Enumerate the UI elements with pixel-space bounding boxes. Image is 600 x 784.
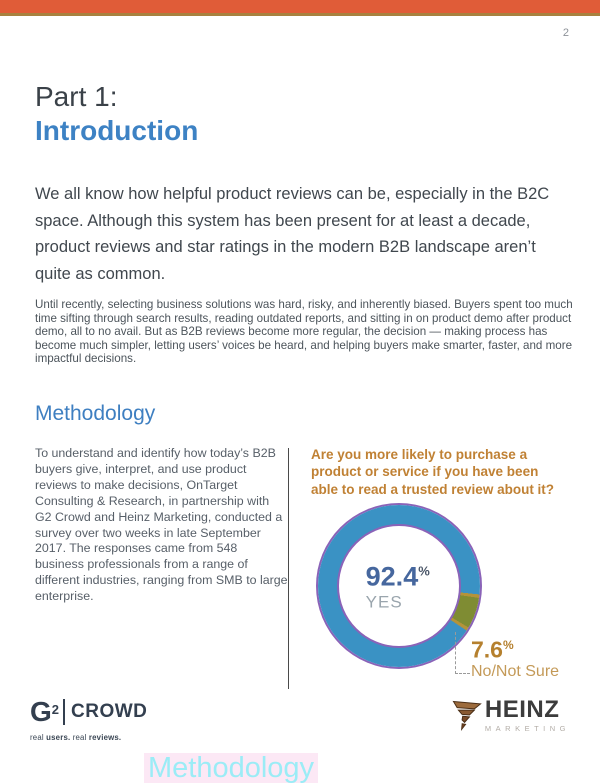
methodology-text: To understand and identify how today’s B… [35, 445, 288, 604]
no-callout: 7.6% No/Not Sure [471, 633, 559, 681]
percent-sign: % [418, 563, 430, 579]
page-content: Part 1: Introduction We all know how hel… [0, 80, 600, 689]
g2-crowd-logo: G2 CROWD real users. real reviews. [30, 696, 148, 743]
g2-wordmark: CROWD [71, 701, 148, 722]
survey-question: Are you more likely to purchase a produc… [311, 446, 555, 497]
no-label: No/Not Sure [471, 663, 560, 681]
top-accent-bar [0, 0, 600, 16]
page-number: 2 [562, 27, 569, 39]
footer: G2 CROWD real users. real reviews. HEINZ… [30, 696, 570, 743]
methodology-heading: Methodology [35, 401, 156, 425]
intro-body-paragraph: Until recently, selecting business solut… [35, 298, 573, 366]
g2-logo-divider [63, 699, 66, 725]
percent-sign: % [502, 638, 514, 653]
callout-connector-line [455, 632, 470, 675]
donut-center-label: 92.4% YES [366, 558, 430, 613]
heinz-wordmark: HEINZ [484, 696, 560, 723]
vertical-divider [288, 447, 289, 689]
no-value: 7.6 [471, 637, 503, 664]
tornado-icon [452, 700, 482, 731]
ghost-artifact-text: Methodology [144, 753, 319, 783]
methodology-section: To understand and identify how today’s B… [35, 446, 567, 689]
heinz-marketing-logo: HEINZ MARKETING [452, 698, 570, 733]
yes-value: 92.4 [365, 561, 419, 592]
page-title: Introduction [35, 115, 199, 146]
intro-lead-paragraph: We all know how helpful product reviews … [35, 185, 550, 283]
yes-percentage: 92.4% [366, 558, 430, 591]
heinz-subtitle: MARKETING [484, 724, 570, 733]
no-percentage: 7.6% [471, 633, 559, 662]
g2-tagline: real users. real reviews. [30, 733, 122, 742]
g2-mark: G2 [30, 696, 60, 727]
yes-label: YES [365, 592, 403, 612]
donut-chart: 92.4% YES 7.6% No/Not Sure [318, 505, 559, 680]
survey-chart-column: Are you more likely to purchase a produc… [289, 446, 567, 689]
donut-hole [339, 526, 459, 647]
part-label: Part 1: [35, 81, 118, 112]
